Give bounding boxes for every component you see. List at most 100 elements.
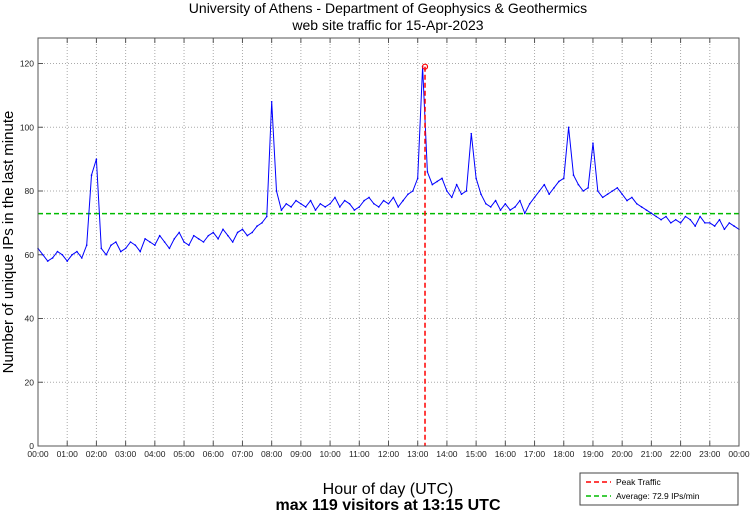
x-tick-label: 17:00	[524, 449, 546, 459]
data-point	[246, 234, 249, 237]
data-point	[397, 206, 400, 208]
data-point	[660, 218, 662, 221]
x-tick-label: 07:00	[232, 449, 254, 459]
x-tick-label: 13:00	[407, 449, 429, 459]
y-tick-label: 60	[25, 250, 35, 260]
y-tick-label: 40	[25, 314, 35, 324]
peak-summary: max 119 visitors at 13:15 UTC	[275, 497, 500, 511]
data-point	[358, 206, 361, 208]
data-point	[173, 238, 176, 240]
series-layer	[37, 63, 740, 446]
data-point	[655, 215, 658, 218]
x-tick-label: 11:00	[349, 449, 370, 459]
data-point	[524, 212, 526, 215]
data-point	[178, 231, 180, 234]
data-point	[640, 206, 643, 208]
data-point	[499, 209, 502, 211]
data-point	[465, 190, 468, 192]
data-point	[280, 209, 283, 211]
peak-marker	[421, 63, 429, 70]
data-point	[699, 215, 701, 218]
data-point	[236, 231, 239, 234]
data-point	[163, 241, 166, 243]
data-point	[105, 253, 107, 256]
data-point	[684, 215, 687, 218]
data-point	[231, 241, 234, 243]
data-point	[66, 260, 69, 262]
data-point	[626, 199, 628, 202]
data-point	[485, 202, 487, 205]
data-point	[387, 202, 390, 205]
data-point	[470, 132, 473, 135]
data-point	[475, 177, 477, 180]
data-point	[431, 183, 434, 186]
y-tick-label: 120	[20, 59, 34, 69]
x-tick-label: 14:00	[436, 449, 458, 459]
data-point	[61, 253, 64, 256]
data-point	[402, 199, 404, 202]
data-point	[407, 193, 409, 195]
data-point	[674, 218, 677, 221]
data-point	[183, 241, 185, 243]
data-point	[95, 158, 98, 160]
data-point	[158, 234, 161, 237]
data-point	[441, 177, 443, 180]
data-point	[723, 228, 726, 231]
data-point	[446, 190, 448, 192]
data-point	[509, 209, 512, 211]
chart-title: University of Athens - Department of Geo…	[189, 0, 587, 16]
data-point	[343, 199, 346, 202]
x-tick-label: 02:00	[86, 449, 108, 459]
data-point	[562, 177, 565, 180]
data-point	[601, 196, 604, 199]
data-point	[129, 241, 132, 243]
data-point	[587, 187, 589, 189]
data-point	[353, 209, 356, 211]
y-axis-label: Number of unique IPs in the last minute	[0, 111, 17, 374]
data-point	[348, 202, 351, 205]
data-point	[670, 222, 672, 224]
plot-frame	[37, 37, 740, 447]
data-point	[489, 206, 492, 208]
x-tick-label: 15:00	[465, 449, 487, 459]
data-point	[304, 206, 307, 208]
y-tick-label: 80	[25, 186, 35, 196]
x-tick-label: 06:00	[203, 449, 225, 459]
data-point	[494, 199, 497, 202]
x-tick-label: 04:00	[144, 449, 166, 459]
data-point	[631, 196, 633, 199]
data-point	[207, 234, 210, 237]
legend: Peak Traffic Average: 72.9 IPs/min	[579, 472, 739, 506]
data-point	[275, 190, 278, 192]
x-tick-label: 21:00	[641, 449, 663, 459]
x-tick-label: 23:00	[699, 449, 721, 459]
x-tick-label: 00:00	[27, 449, 49, 459]
data-point	[392, 196, 395, 199]
data-point	[270, 100, 273, 103]
data-point	[139, 250, 142, 253]
data-point	[582, 190, 585, 192]
data-point	[265, 215, 268, 218]
data-point	[665, 215, 667, 218]
data-point	[504, 202, 507, 205]
data-point	[679, 222, 682, 224]
data-point	[119, 250, 122, 253]
data-point	[202, 241, 205, 243]
grid	[38, 38, 739, 446]
x-axis-label: Hour of day (UTC)	[323, 481, 454, 498]
data-point	[314, 209, 317, 211]
data-point	[460, 193, 463, 195]
data-point	[558, 180, 560, 183]
data-point	[76, 250, 78, 253]
data-point	[704, 222, 706, 224]
y-tick-label: 100	[20, 122, 34, 132]
data-point	[621, 193, 623, 195]
x-tick-label: 18:00	[553, 449, 575, 459]
data-point	[81, 257, 83, 259]
data-point	[149, 241, 151, 243]
chart-subtitle: web site traffic for 15-Apr-2023	[291, 17, 483, 33]
data-point	[42, 253, 44, 256]
x-tick-label: 12:00	[378, 449, 400, 459]
data-point	[567, 126, 570, 129]
data-point	[290, 206, 292, 208]
